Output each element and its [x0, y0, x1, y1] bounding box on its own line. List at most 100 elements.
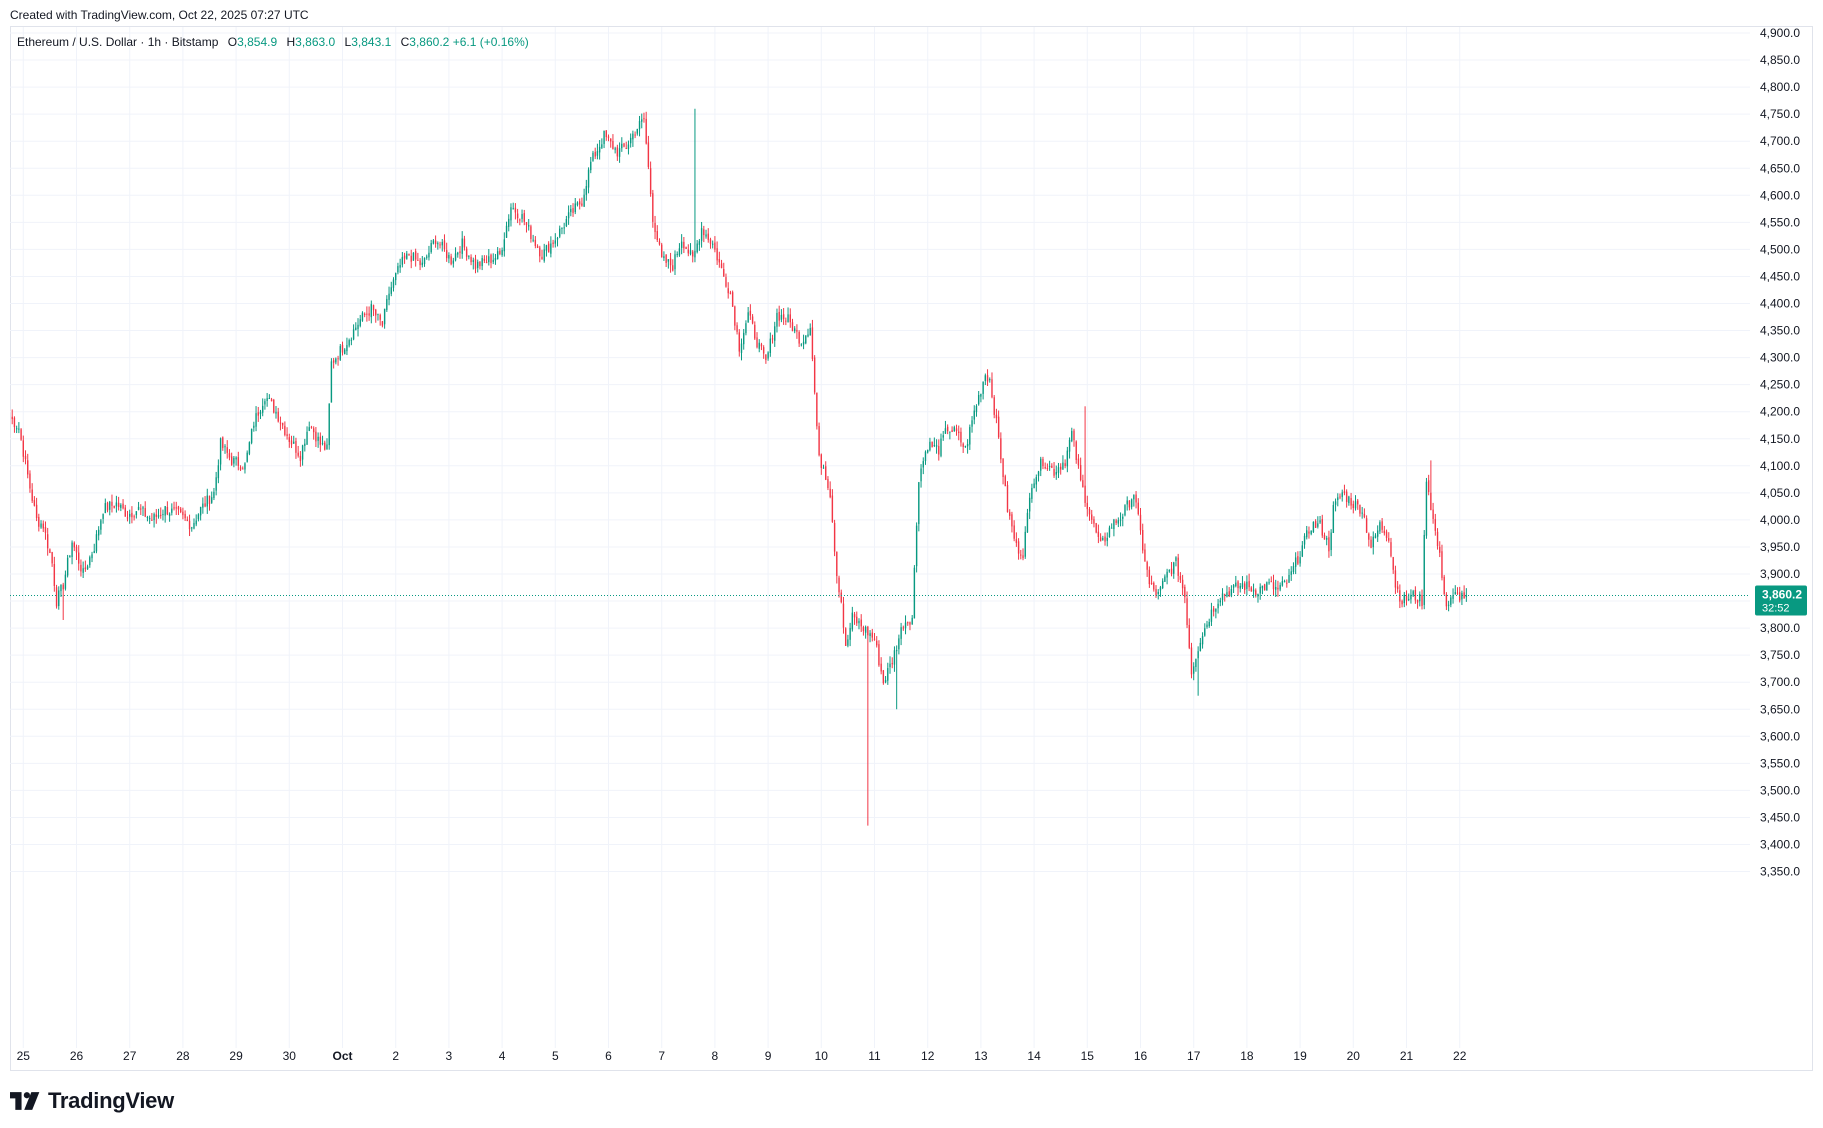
symbol-title: Ethereum / U.S. Dollar · 1h · Bitstamp: [17, 35, 219, 49]
candle-body: [352, 329, 355, 340]
candle-body: [995, 414, 998, 419]
candle-body: [929, 441, 931, 451]
candle-body: [1188, 624, 1190, 648]
candle-body: [1332, 504, 1335, 533]
candle-body: [1266, 582, 1268, 591]
candle-body: [346, 345, 348, 352]
candle-body: [1011, 514, 1013, 527]
candle-body: [829, 488, 831, 498]
candle-body: [133, 516, 135, 518]
candle-body: [756, 337, 758, 348]
candle-body: [1142, 530, 1144, 551]
candle-body: [301, 445, 304, 460]
brand[interactable]: TradingView: [10, 1088, 174, 1114]
candle-body: [794, 328, 796, 332]
candle-body: [1294, 557, 1297, 567]
candle-body: [479, 261, 481, 267]
candle-body: [173, 507, 175, 509]
candle-body: [862, 627, 865, 632]
candle-body: [685, 247, 687, 249]
candle-body: [938, 446, 940, 455]
candle-body: [501, 250, 503, 256]
open-value: 3,854.9: [237, 35, 278, 49]
candle-body: [1226, 592, 1228, 597]
candle-body: [49, 549, 51, 553]
candle-body: [798, 332, 800, 344]
candle-body: [1133, 495, 1135, 500]
time-tick-label: 15: [1081, 1049, 1095, 1063]
candle-body: [687, 249, 689, 254]
candle-body: [592, 152, 594, 161]
candle-body: [226, 447, 228, 453]
candle-body: [126, 517, 129, 519]
candle-body: [1279, 585, 1281, 590]
candle-body: [144, 508, 146, 517]
candle-body: [184, 513, 186, 519]
candle-body: [880, 663, 882, 672]
candle-body: [164, 506, 166, 516]
candle-body: [73, 542, 75, 548]
candle-body: [182, 511, 184, 516]
candle-body: [802, 341, 805, 345]
candle-body: [508, 218, 510, 227]
time-tick-label: 11: [868, 1049, 881, 1063]
candle-body: [69, 556, 71, 558]
candle-body: [53, 564, 56, 586]
candle-body: [1017, 541, 1020, 554]
candle-body: [1352, 503, 1354, 509]
candle-body: [228, 453, 231, 458]
candle-body: [206, 495, 208, 507]
candle-body: [408, 253, 410, 256]
candle-body: [1403, 594, 1405, 604]
candle-body: [762, 347, 765, 354]
candle-body: [1079, 465, 1082, 481]
candle-body: [40, 523, 42, 528]
candle-body: [368, 313, 370, 316]
candle-body: [1166, 571, 1168, 578]
candle-body: [468, 256, 470, 258]
candle-body: [638, 121, 641, 130]
time-tick-label: 9: [765, 1049, 772, 1063]
candle-body: [621, 143, 623, 149]
price-tick-label: 4,850.0: [1760, 53, 1800, 67]
price-axis: 3,350.0 3,400.0 3,450.0 3,500.0 3,550.0 3,600…: [1760, 26, 1800, 879]
candle-body: [563, 227, 565, 229]
candle-body: [1157, 591, 1159, 595]
candle-body: [1390, 542, 1392, 557]
price-tick-label: 4,700.0: [1760, 134, 1800, 148]
candle-body: [1394, 570, 1397, 588]
close-label: C: [400, 35, 410, 49]
candle-body: [317, 436, 319, 441]
candle-body: [1068, 439, 1071, 452]
candle-body: [944, 428, 947, 434]
candle-body: [1086, 502, 1088, 510]
candle-body: [669, 258, 672, 266]
candle-body: [1148, 569, 1151, 585]
candle-body: [230, 456, 233, 465]
time-tick-label: 8: [712, 1049, 719, 1063]
candle-body: [1230, 589, 1233, 597]
last-price-tag: [1755, 585, 1807, 616]
candle-body: [248, 442, 251, 454]
candle-body: [1321, 519, 1323, 536]
candle-body: [1310, 530, 1312, 535]
candle-body: [543, 249, 545, 261]
candle-body: [51, 552, 53, 564]
candle-body: [20, 429, 22, 440]
candle-body: [401, 257, 404, 265]
candle-body: [186, 519, 189, 522]
candle-body: [1186, 598, 1188, 626]
candle-body: [44, 527, 47, 533]
candle-body: [62, 584, 64, 590]
candle-body: [222, 437, 224, 448]
candle-body: [656, 231, 658, 241]
candle-body: [556, 238, 559, 240]
candle-body: [328, 403, 330, 446]
candle-body: [166, 507, 169, 515]
candle-body: [465, 248, 468, 257]
candle-body: [78, 552, 80, 564]
time-tick-label: 10: [815, 1049, 829, 1063]
candle-body: [1465, 595, 1468, 598]
candle-body: [1199, 642, 1202, 652]
